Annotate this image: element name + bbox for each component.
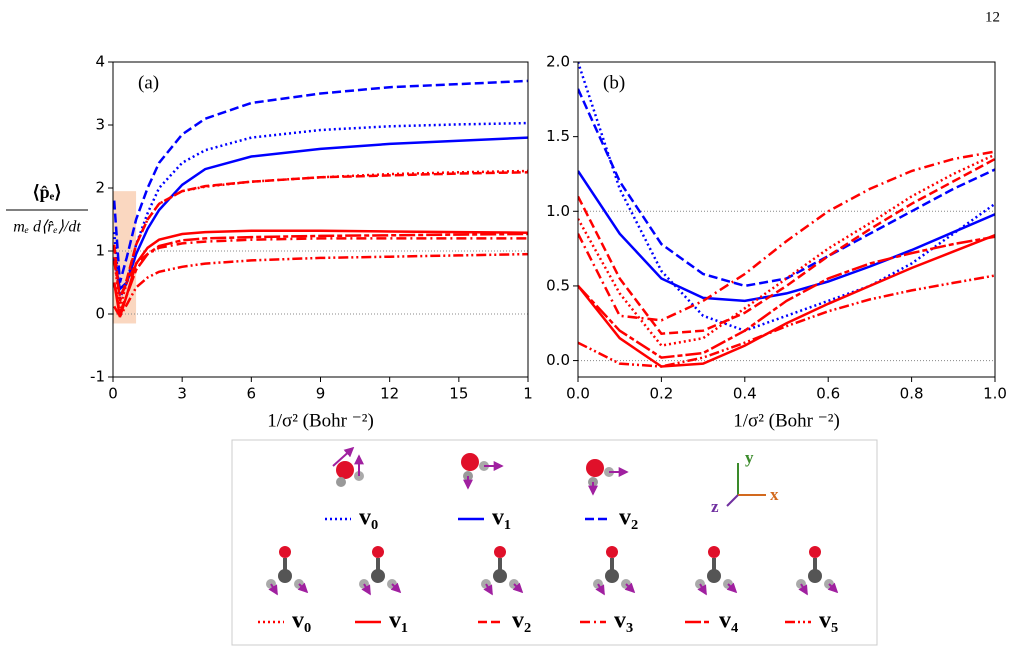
series-line (578, 274, 995, 368)
y-tick-label: 0 (95, 305, 105, 323)
x-tick-label: 15 (449, 385, 468, 403)
y-tick-label: 4 (95, 53, 105, 71)
legend-label: v₂ (619, 505, 638, 531)
axes-frame (112, 61, 529, 378)
x-tick-label: 0.2 (649, 385, 673, 403)
series-line (578, 235, 995, 359)
axis-icon-label: z (711, 497, 719, 516)
legend-label: v₁ (492, 505, 511, 531)
legend-label: v₃ (614, 608, 633, 634)
y-tick-label: 1.0 (546, 202, 570, 220)
molecule-icon (461, 453, 502, 488)
y-tick-label: 2 (95, 179, 105, 197)
molecule-icon (481, 546, 522, 594)
y-tick-label: 2.0 (546, 53, 570, 71)
molecule-icon (695, 546, 736, 594)
y-tick-label: 1.5 (546, 127, 570, 145)
series-line (113, 79, 528, 283)
series-line (113, 237, 528, 302)
x-tick-label: 3 (177, 385, 187, 403)
panel-label: (b) (603, 72, 625, 93)
x-tick-label: 12 (380, 385, 399, 403)
molecule-icon (593, 546, 634, 594)
panel-label: (a) (138, 72, 159, 93)
y-tick-label: 3 (95, 116, 105, 134)
series-line (113, 252, 528, 320)
x-tick-label: 0.6 (816, 385, 840, 403)
x-tick-label: 0.8 (900, 385, 924, 403)
plot-area (578, 62, 995, 368)
molecule-icon (586, 459, 627, 494)
series-line (578, 157, 995, 335)
y-axis-label: mₑ d⟨r̂ₑ⟩/dt (13, 219, 81, 236)
molecule-icon (359, 546, 400, 594)
axes-frame (577, 61, 996, 378)
molecule-icon (796, 546, 837, 594)
molecule-icon (333, 448, 364, 487)
legend-label: v₂ (512, 608, 531, 634)
legend-label: v₀ (292, 608, 311, 634)
x-tick-label: 0.4 (733, 385, 757, 403)
x-tick-label: 6 (247, 385, 257, 403)
series-line (113, 169, 528, 309)
legend-box (231, 439, 878, 646)
page-number: 12 (985, 9, 1000, 25)
legend-label: v₄ (719, 608, 738, 634)
x-tick-label: 9 (316, 385, 326, 403)
axis-icon-label: x (770, 485, 779, 504)
x-tick-label: 1 (523, 385, 533, 403)
y-axis-label: ⟨p̂ₑ⟩ (33, 182, 62, 202)
series-line (578, 62, 995, 333)
axis-arrow (726, 494, 739, 507)
series-line (578, 153, 995, 347)
y-tick-label: 1 (95, 242, 105, 260)
series-line (113, 136, 528, 292)
series-line (578, 234, 995, 368)
y-tick-label: 0.0 (546, 351, 570, 369)
legend-label: v₅ (819, 608, 838, 634)
series-line (578, 88, 995, 288)
molecule-icon (266, 546, 307, 594)
legend-label: v₁ (389, 608, 408, 634)
series-line (578, 150, 995, 322)
series-line (113, 171, 528, 302)
plot-area (113, 79, 528, 324)
legend-label: v₀ (359, 505, 378, 531)
axis-icon-label: y (745, 448, 754, 467)
y-tick-label: -1 (90, 368, 105, 386)
x-tick-label: 0.0 (566, 385, 590, 403)
series-line (113, 232, 528, 318)
x-tick-label: 0 (108, 385, 118, 403)
x-axis-label: 1/σ² (Bohr ⁻²) (267, 410, 374, 431)
series-line (113, 121, 528, 299)
series-line (578, 170, 995, 303)
y-tick-label: 0.5 (546, 276, 570, 294)
x-tick-label: 1.0 (983, 385, 1007, 403)
series-line (113, 229, 528, 318)
x-axis-label: 1/σ² (Bohr ⁻²) (733, 410, 840, 431)
